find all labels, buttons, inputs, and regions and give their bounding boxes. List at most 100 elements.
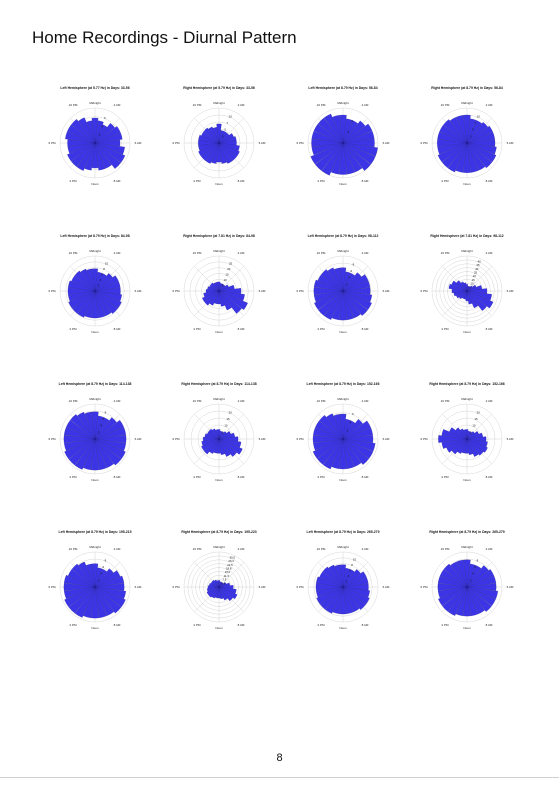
ring-tick-label: 26.3: [228, 559, 234, 563]
direction-label-right: 6 AM: [259, 289, 266, 293]
ring-tick-label: 4: [100, 424, 102, 428]
bar-hour-2: [94, 417, 110, 440]
bar-hour-15: [441, 142, 468, 169]
direction-label-upper-right: 2 AM: [486, 547, 493, 551]
direction-label-right: 6 AM: [507, 141, 514, 145]
bar-hour-7: [94, 586, 126, 599]
bar-hour-11: [94, 290, 106, 318]
grid-ring: [197, 417, 241, 461]
bar-hour-23: [86, 120, 96, 144]
grid-ring: [59, 255, 131, 327]
bar-hour-9: [94, 438, 122, 466]
chart-title: Right Hemisphere (at 8.79 Hz) in Days: 5…: [431, 86, 503, 90]
ring-tick-label: 5: [222, 283, 224, 287]
bar-hour-12: [338, 142, 348, 175]
direction-label-left: 6 PM: [172, 289, 180, 293]
direction-label-lower-right: 8 AM: [114, 623, 121, 627]
ring-tick-label: 3.4: [221, 581, 225, 585]
bar-hour-10: [466, 586, 485, 615]
bar-hour-23: [463, 282, 468, 292]
polar-chart-svg: Right Hemisphere (at 5.79 Hz) in Days: 3…: [172, 86, 265, 186]
bar-hour-19: [65, 131, 96, 144]
bar-hour-7: [466, 142, 497, 155]
ring-tick-label: 2: [346, 282, 348, 286]
bar-hour-19: [441, 429, 468, 440]
bar-hour-23: [212, 127, 220, 144]
bar-hour-11: [466, 438, 474, 455]
bar-hour-21: [455, 427, 468, 440]
bar-hour-16: [64, 586, 96, 608]
bar-hour-16: [314, 290, 344, 310]
bar-hour-7: [218, 438, 242, 448]
direction-label-upper-left: 10 PM: [317, 547, 326, 551]
chart-title: Right Hemisphere (at 8.79 Hz) in Days: 1…: [429, 382, 504, 386]
bar-hour-1: [466, 118, 477, 144]
bar-hour-3: [342, 419, 363, 440]
bar-hour-5: [466, 575, 497, 588]
direction-label-upper-left: 10 PM: [193, 103, 202, 107]
bar-hour-7: [342, 586, 370, 598]
bar-hour-1: [94, 567, 103, 588]
bar-hour-18: [63, 434, 96, 444]
direction-label-top: Midnight: [461, 249, 473, 253]
bar-hour-9: [342, 438, 369, 465]
grid-ring: [443, 267, 491, 315]
page-title: Home Recordings - Diurnal Pattern: [32, 28, 297, 47]
direction-label-right: 6 AM: [507, 289, 514, 293]
bar-hour-18: [198, 140, 220, 146]
bar-hour-19: [198, 135, 220, 144]
ring-tick-label: 6: [104, 116, 106, 120]
direction-label-upper-left: 10 PM: [69, 399, 78, 403]
bar-hour-9: [466, 586, 492, 612]
bar-hour-16: [312, 438, 344, 459]
ring-tick-label: 40: [478, 259, 482, 263]
direction-label-upper-right: 2 AM: [362, 103, 369, 107]
grid-ring: [191, 559, 247, 615]
bar-hour-8: [466, 586, 496, 606]
bar-hour-8: [94, 142, 126, 163]
bar-hour-2: [218, 131, 227, 144]
ring-tick-label: 8: [103, 267, 105, 271]
direction-label-left: 6 PM: [296, 585, 304, 589]
bar-hour-16: [206, 586, 220, 596]
direction-label-lower-right: 8 AM: [238, 623, 245, 627]
direction-label-bottom: Noon: [215, 330, 223, 334]
bar-hour-15: [68, 586, 96, 614]
polar-chart-8: Right Hemisphere (at 7.81 Hz) in Days: 9…: [408, 231, 526, 343]
bar-hour-10: [94, 438, 114, 468]
bar-hour-6: [94, 583, 125, 591]
ring-tick-label: 6: [101, 272, 103, 276]
grid-ring: [431, 551, 503, 623]
direction-label-lower-left: 2 PM: [441, 327, 449, 331]
ring-tick-label: 15: [472, 278, 476, 282]
bar-hour-2: [466, 565, 482, 588]
bar-hour-12: [465, 290, 469, 302]
bar-hour-12: [91, 142, 99, 169]
bar-hour-17: [203, 290, 220, 298]
bar-hour-2: [466, 120, 482, 144]
bar-hour-1: [342, 271, 351, 292]
bar-hour-23: [463, 429, 468, 440]
bar-hour-15: [71, 142, 96, 167]
bar-hour-22: [449, 117, 468, 144]
ring-tick-label: 4: [351, 119, 353, 123]
bar-hour-22: [323, 113, 344, 144]
bar-hour-10: [218, 438, 231, 457]
bar-hour-3: [342, 569, 361, 588]
bar-hour-15: [72, 290, 96, 314]
direction-label-lower-left: 2 PM: [317, 327, 325, 331]
bar-hour-19: [313, 427, 344, 440]
ring-tick-label: 15.0: [225, 570, 231, 574]
bar-hour-23: [216, 580, 220, 588]
bar-hour-7: [342, 438, 376, 452]
direction-label-left: 6 PM: [48, 585, 56, 589]
direction-label-top: Midnight: [89, 101, 101, 105]
bar-hour-6: [342, 583, 369, 591]
bar-hour-17: [198, 142, 220, 151]
bar-hour-9: [466, 142, 493, 169]
polar-chart-svg: Right Hemisphere (at 8.79 Hz) in Days: 5…: [420, 86, 514, 186]
polar-chart-14: Right Hemisphere (at 8.79 Hz) in Days: 1…: [160, 527, 278, 639]
bar-hour-22: [326, 413, 344, 440]
polar-chart-svg: Right Hemisphere (at 7.81 Hz) in Days: 9…: [420, 234, 514, 334]
bar-hour-20: [451, 280, 468, 292]
